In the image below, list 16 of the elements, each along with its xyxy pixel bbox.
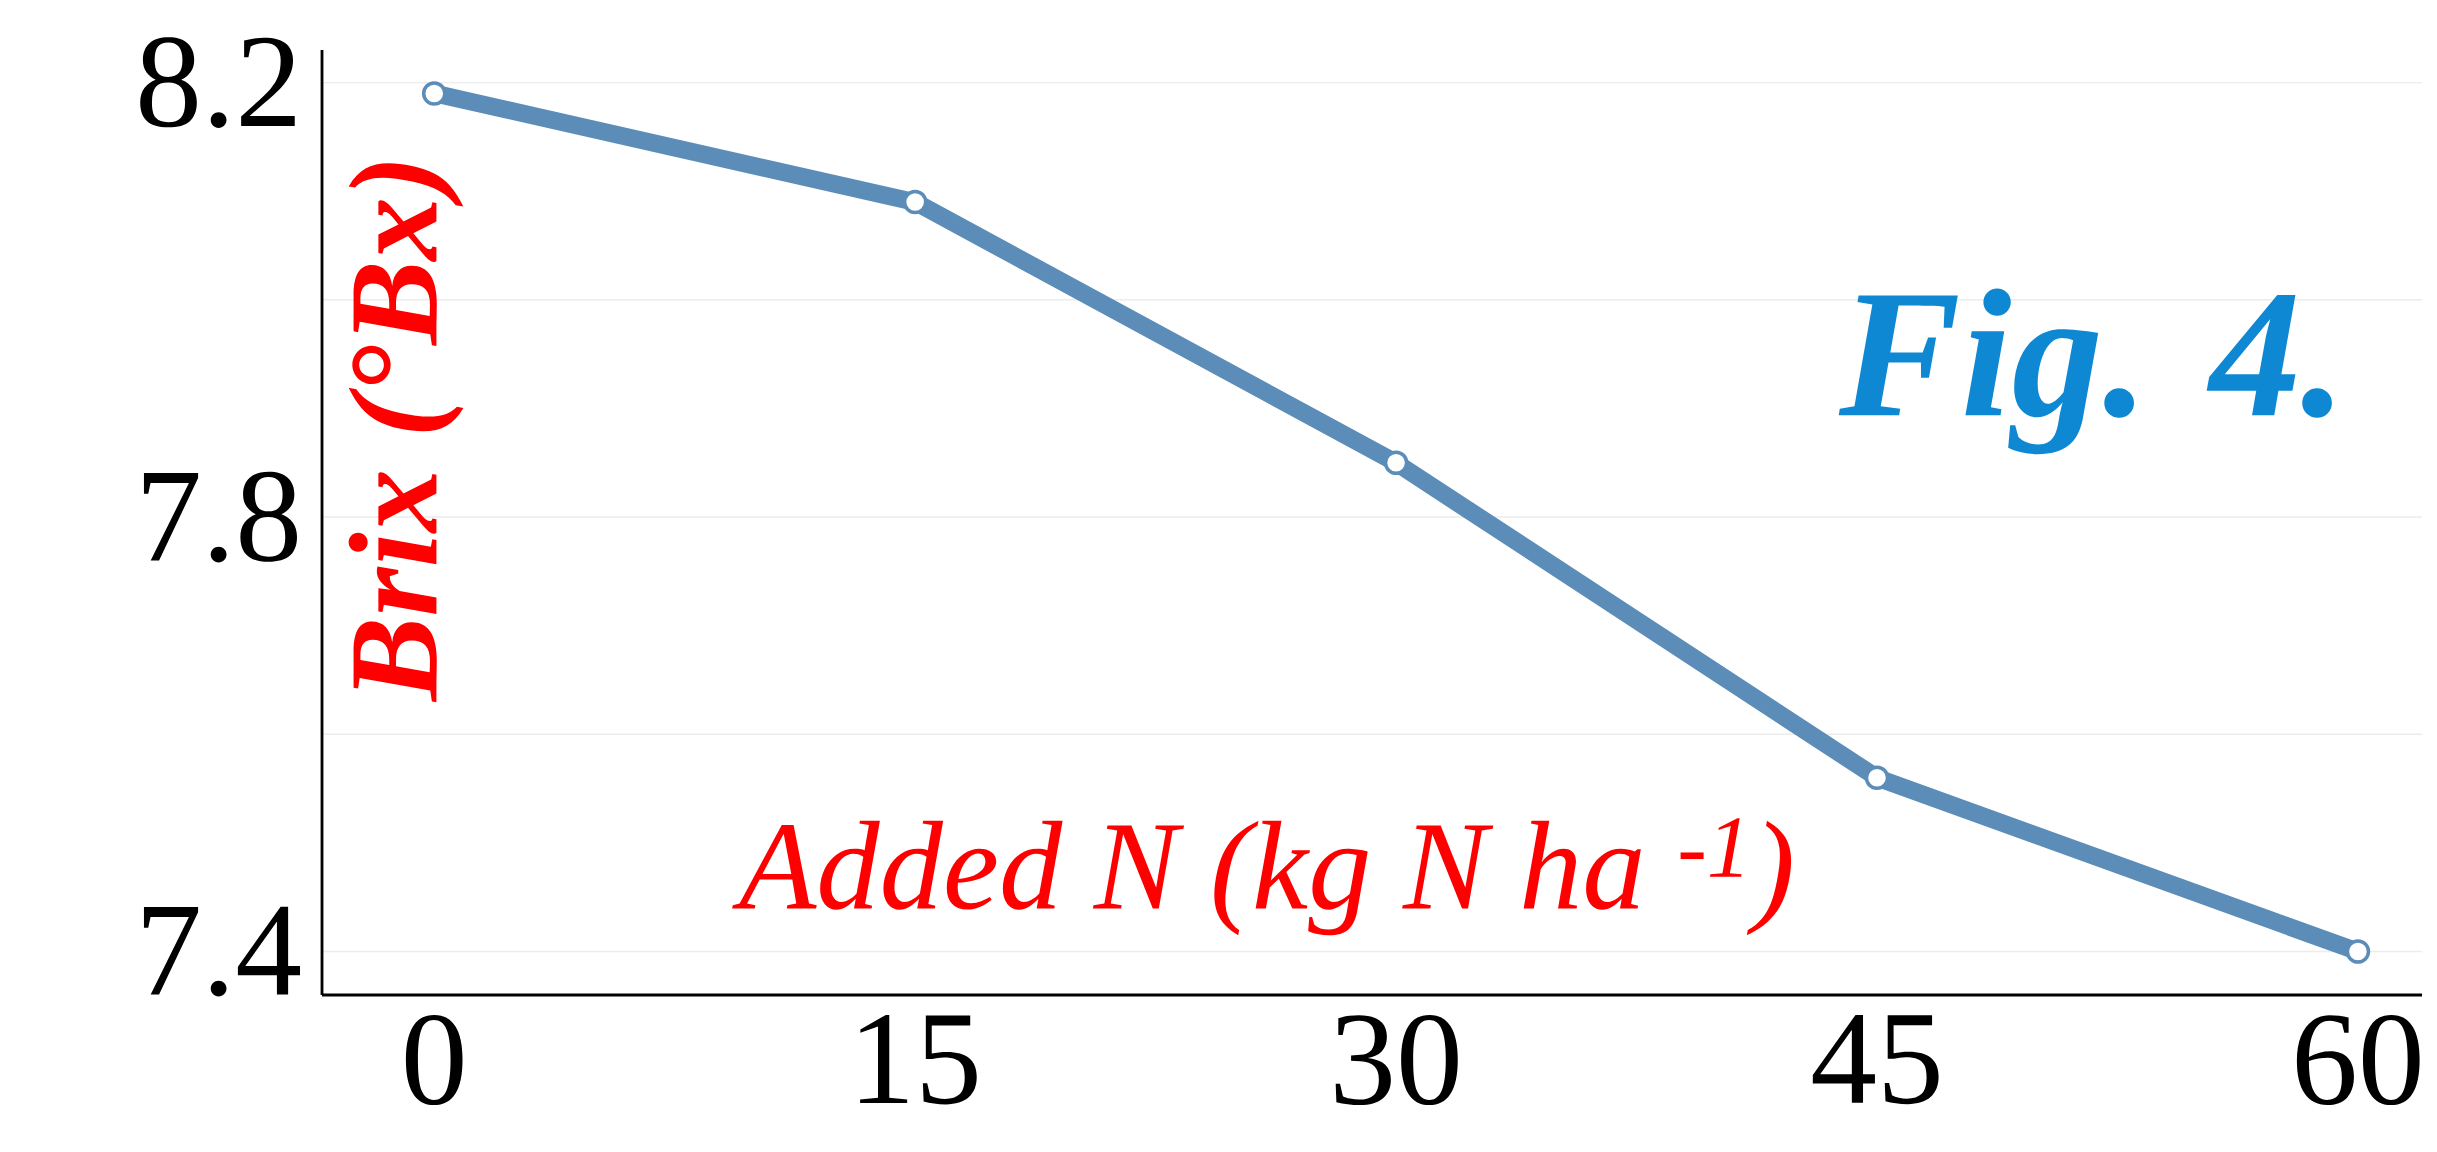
point bbox=[2345, 939, 2371, 964]
y-tick-label: 8.2 bbox=[140, 37, 295, 128]
y-tick-label: 7.8 bbox=[143, 471, 297, 563]
y-axis-title: Brix (°Bx) bbox=[348, 163, 464, 703]
x-axis-title: Added N (kg N ha $^{-1}$) bbox=[732, 818, 1792, 936]
y-tick-label: 7.4 bbox=[143, 906, 301, 997]
point bbox=[421, 81, 447, 106]
x-tick-label: 60 bbox=[2296, 1014, 2420, 1106]
x-tick-label: 15 bbox=[860, 1014, 977, 1105]
x-tick-label: 0 bbox=[405, 1014, 463, 1106]
x-tick-label: 30 bbox=[1335, 1014, 1458, 1106]
point bbox=[1383, 450, 1409, 476]
point bbox=[902, 189, 928, 215]
annotation: Fig. 4. bbox=[1838, 288, 2332, 455]
point bbox=[1864, 765, 1890, 791]
x-tick-label: 45 bbox=[1812, 1014, 1939, 1105]
